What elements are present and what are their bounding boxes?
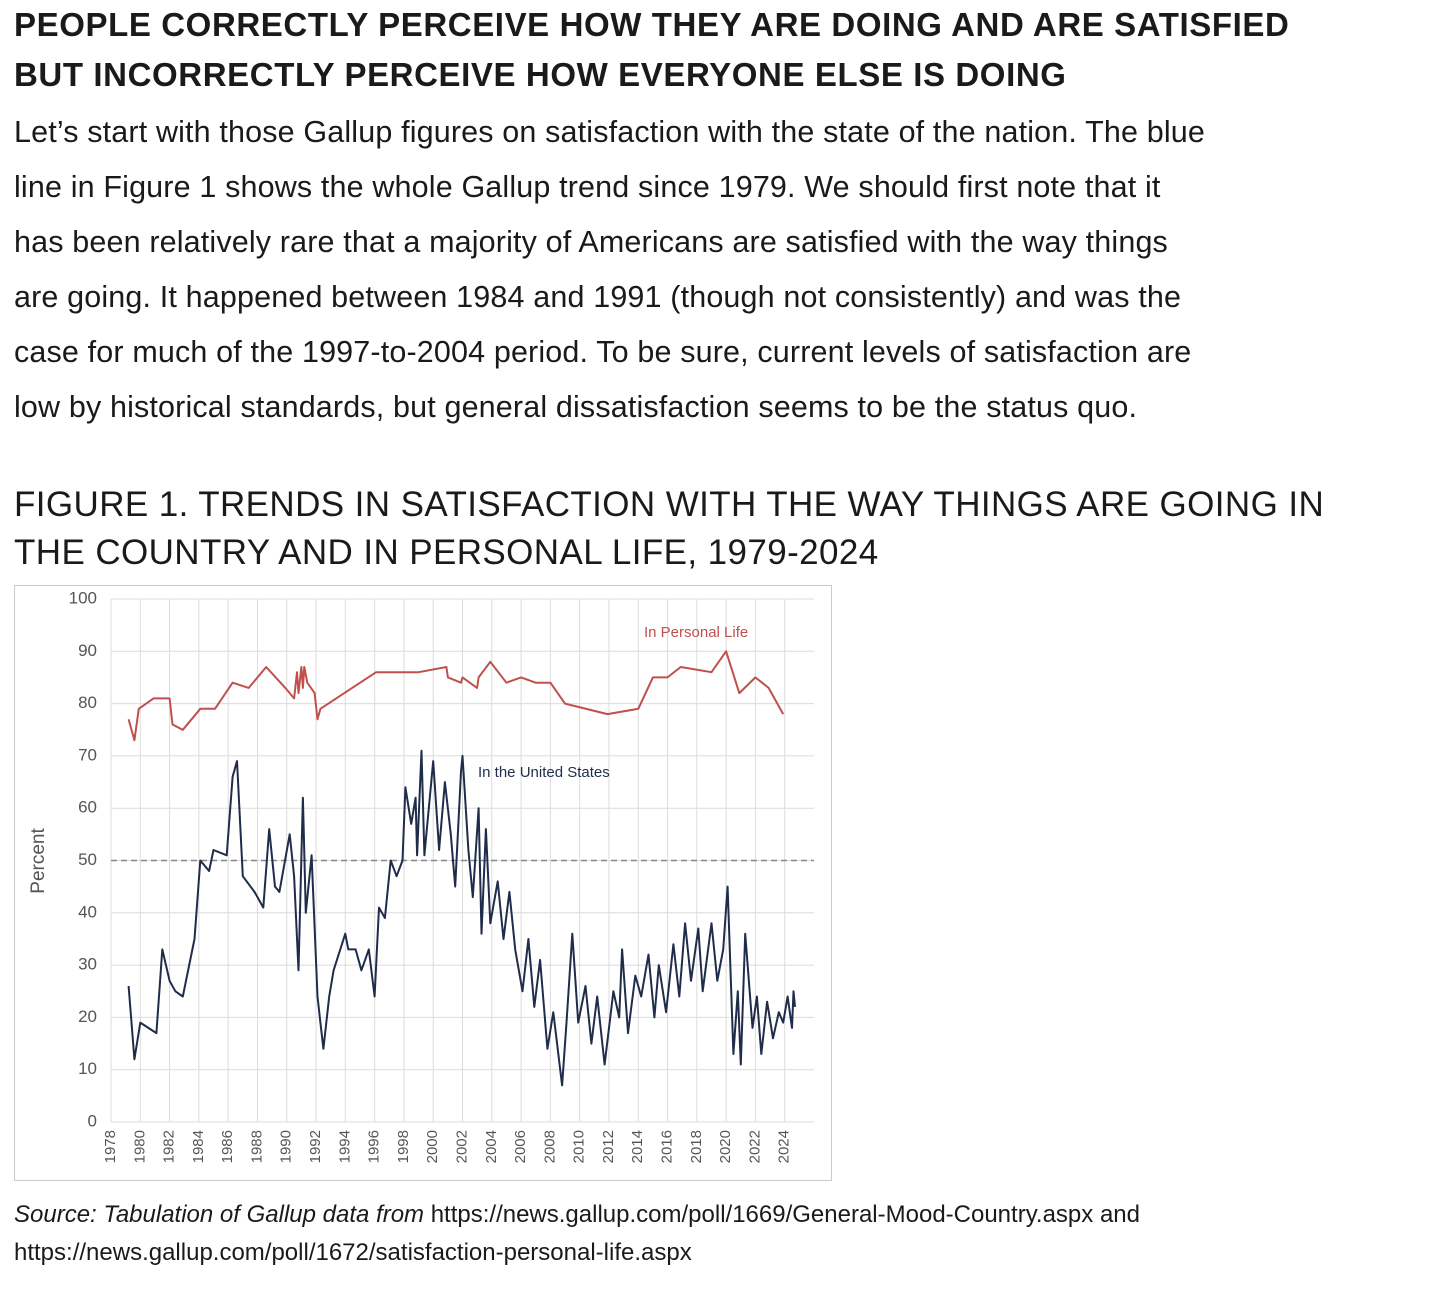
source-label: Source: Tabulation of Gallup data from: [14, 1201, 425, 1228]
x-tick-label: 2004: [483, 1130, 500, 1163]
paragraph-line: has been relatively rare that a majority…: [14, 225, 1168, 259]
x-tick-label: 1994: [336, 1130, 353, 1163]
x-tick-label: 1990: [278, 1130, 295, 1163]
paragraph-line: are going. It happened between 1984 and …: [14, 280, 1182, 314]
y-tick-label: 50: [78, 850, 97, 869]
x-tick-label: 2000: [424, 1130, 441, 1163]
x-tick-label: 1986: [219, 1130, 236, 1163]
x-tick-label: 2024: [776, 1130, 793, 1163]
source-text: https://news.gallup.com/poll/1669/Genera…: [14, 1201, 1140, 1266]
y-axis-label: Percent: [28, 828, 49, 894]
paragraph-line: line in Figure 1 shows the whole Gallup …: [14, 170, 1161, 204]
y-tick-label: 80: [78, 693, 97, 712]
y-tick-label: 10: [78, 1059, 97, 1078]
paragraph-line: case for much of the 1997-to-2004 period…: [14, 335, 1192, 369]
y-tick-label: 90: [78, 641, 97, 660]
x-tick-label: 1988: [248, 1130, 265, 1163]
x-tick-label: 2022: [746, 1130, 763, 1163]
x-tick-label: 1996: [366, 1130, 383, 1163]
y-tick-label: 40: [78, 902, 97, 921]
heading-line: BUT INCORRECTLY PERCEIVE HOW EVERYONE EL…: [14, 56, 1067, 93]
paragraph-line: low by historical standards, but general…: [14, 390, 1138, 424]
x-tick-label: 2018: [688, 1130, 705, 1163]
source: Source: Tabulation of Gallup data from h…: [14, 1196, 1314, 1272]
y-tick-label: 30: [78, 955, 97, 974]
x-tick-label: 2002: [453, 1130, 470, 1163]
x-tick-label: 2014: [629, 1130, 646, 1163]
series-label: In Personal Life: [644, 624, 748, 641]
series-line: [127, 650, 785, 742]
series-label: In the United States: [478, 764, 610, 781]
x-tick-label: 1984: [190, 1130, 207, 1163]
x-tick-label: 2006: [512, 1130, 529, 1163]
y-tick-label: 0: [88, 1111, 97, 1130]
heading-line: PEOPLE CORRECTLY PERCEIVE HOW THEY ARE D…: [14, 6, 1290, 43]
y-tick-label: 20: [78, 1007, 97, 1026]
x-tick-label: 2008: [541, 1130, 558, 1163]
x-tick-label: 1998: [395, 1130, 412, 1163]
x-tick-label: 2012: [600, 1130, 617, 1163]
series-line: [127, 749, 796, 1087]
x-tick-label: 2016: [659, 1130, 676, 1163]
x-tick-label: 1982: [161, 1130, 178, 1163]
y-tick-label: 100: [69, 588, 97, 607]
y-tick-label: 60: [78, 798, 97, 817]
x-tick-label: 2020: [717, 1130, 734, 1163]
figure-title-line: FIGURE 1. TRENDS IN SATISFACTION WITH TH…: [14, 485, 1325, 524]
chart: Percent 0 10 20 30 40 50 60 70 80 90 100 1978 1980 19…: [14, 585, 832, 1181]
x-tick-label: 1980: [131, 1130, 148, 1163]
x-tick-label: 1992: [307, 1130, 324, 1163]
paragraph-line: Let’s start with those Gallup figures on…: [14, 115, 1205, 149]
figure-title-line: THE COUNTRY AND IN PERSONAL LIFE, 1979-2…: [14, 533, 879, 572]
x-tick-label: 2010: [571, 1130, 588, 1163]
y-tick-label: 70: [78, 745, 97, 764]
x-tick-label: 1978: [102, 1130, 119, 1163]
